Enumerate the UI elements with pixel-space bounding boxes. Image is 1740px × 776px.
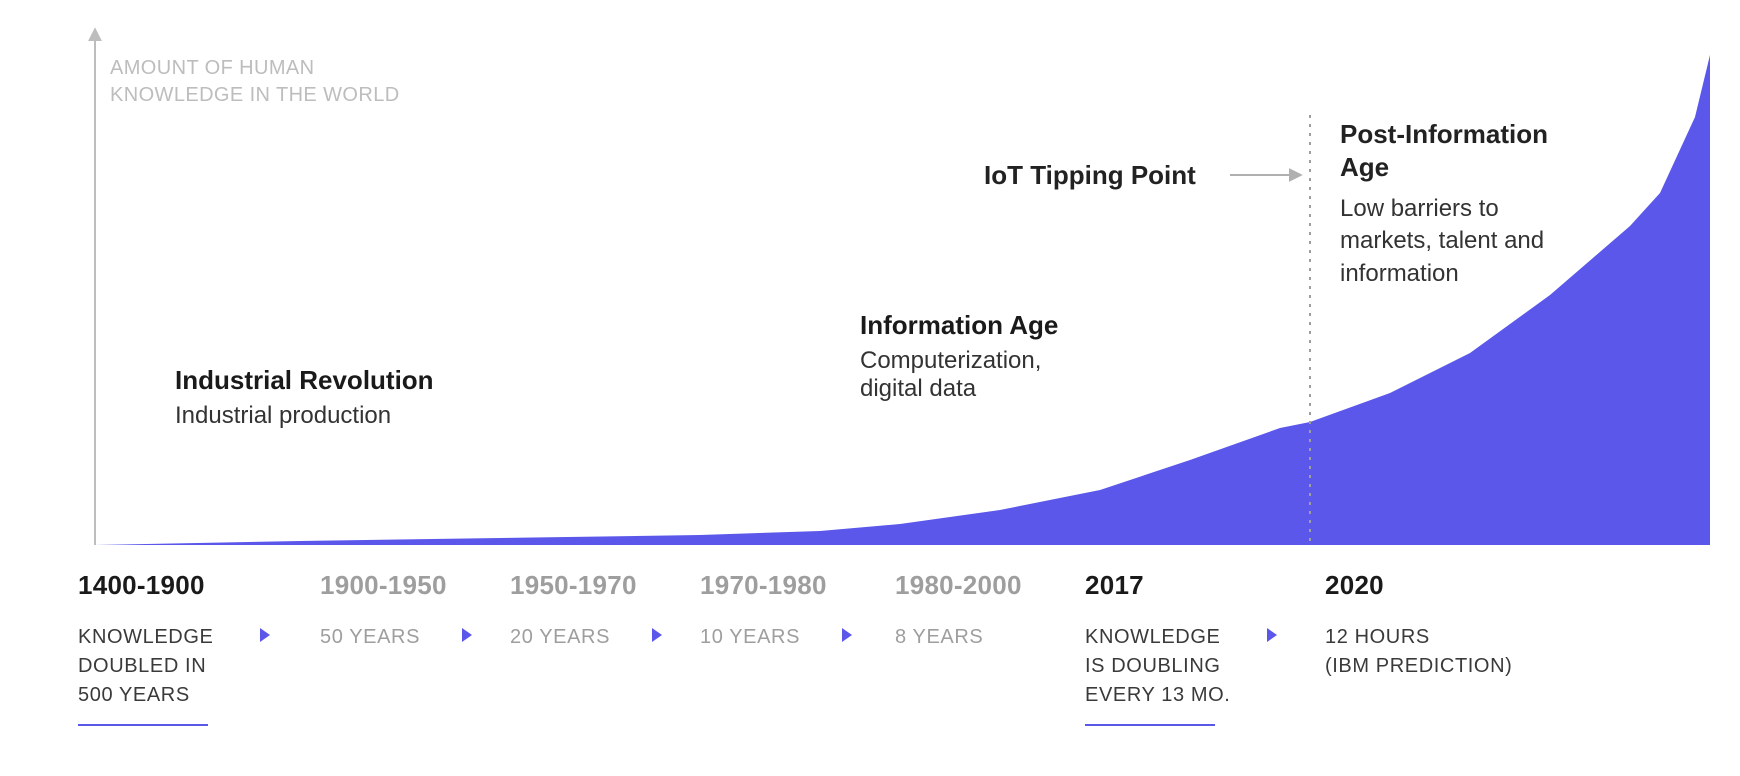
x-axis-period: 1950-1970: [510, 570, 680, 601]
x-axis-note: 12 HOURS (IBM PREDICTION): [1325, 623, 1585, 681]
post-info-title-line1: Post-Information: [1340, 118, 1548, 151]
iot-annotation: IoT Tipping Point: [984, 160, 1196, 191]
post-info-sub: Low barriers to markets, talent and info…: [1340, 193, 1548, 290]
x-axis-period: 1900-1950: [320, 570, 490, 601]
x-axis-note: KNOWLEDGE DOUBLED IN 500 YEARS: [78, 623, 288, 710]
x-axis-column: 2020 12 HOURS (IBM PREDICTION): [1325, 570, 1585, 681]
post-info-title: Post-Information Age: [1340, 118, 1548, 183]
chevron-right-icon: [462, 628, 472, 642]
x-axis-underline: [1085, 724, 1215, 726]
x-axis-note: 8 YEARS: [895, 623, 1055, 652]
era-sub: Industrial production: [175, 402, 434, 430]
x-axis-period: 1400-1900: [78, 570, 288, 601]
x-axis-column: 1400-1900 KNOWLEDGE DOUBLED IN 500 YEARS: [78, 570, 288, 726]
chevron-right-icon: [1267, 628, 1277, 642]
x-axis-column: 1980-2000 8 YEARS: [895, 570, 1055, 652]
era-label: Industrial Revolution Industrial producti…: [175, 365, 434, 430]
x-axis-period: 1970-1980: [700, 570, 870, 601]
post-info-title-line2: Age: [1340, 151, 1548, 184]
chevron-right-icon: [652, 628, 662, 642]
era-sub: Computerization, digital data: [860, 347, 1058, 403]
knowledge-growth-chart: AMOUNT OF HUMAN KNOWLEDGE IN THE WORLD I…: [0, 0, 1740, 776]
chevron-right-icon: [260, 628, 270, 642]
x-axis-column: 2017 KNOWLEDGE IS DOUBLING EVERY 13 MO.: [1085, 570, 1295, 726]
x-axis-period: 2017: [1085, 570, 1295, 601]
iot-annotation-label: IoT Tipping Point: [984, 160, 1196, 191]
era-title: Information Age: [860, 310, 1058, 341]
era-title: Industrial Revolution: [175, 365, 434, 396]
y-axis-label: AMOUNT OF HUMAN KNOWLEDGE IN THE WORLD: [110, 55, 400, 109]
chevron-right-icon: [842, 628, 852, 642]
era-label: Information Age Computerization, digital …: [860, 310, 1058, 403]
x-axis-note: KNOWLEDGE IS DOUBLING EVERY 13 MO.: [1085, 623, 1295, 710]
x-axis-period: 1980-2000: [895, 570, 1055, 601]
x-axis-underline: [78, 724, 208, 726]
x-axis-period: 2020: [1325, 570, 1585, 601]
y-axis-label-line1: AMOUNT OF HUMAN: [110, 55, 400, 82]
post-information-age: Post-Information Age Low barriers to mar…: [1340, 118, 1548, 290]
y-axis-label-line2: KNOWLEDGE IN THE WORLD: [110, 82, 400, 109]
